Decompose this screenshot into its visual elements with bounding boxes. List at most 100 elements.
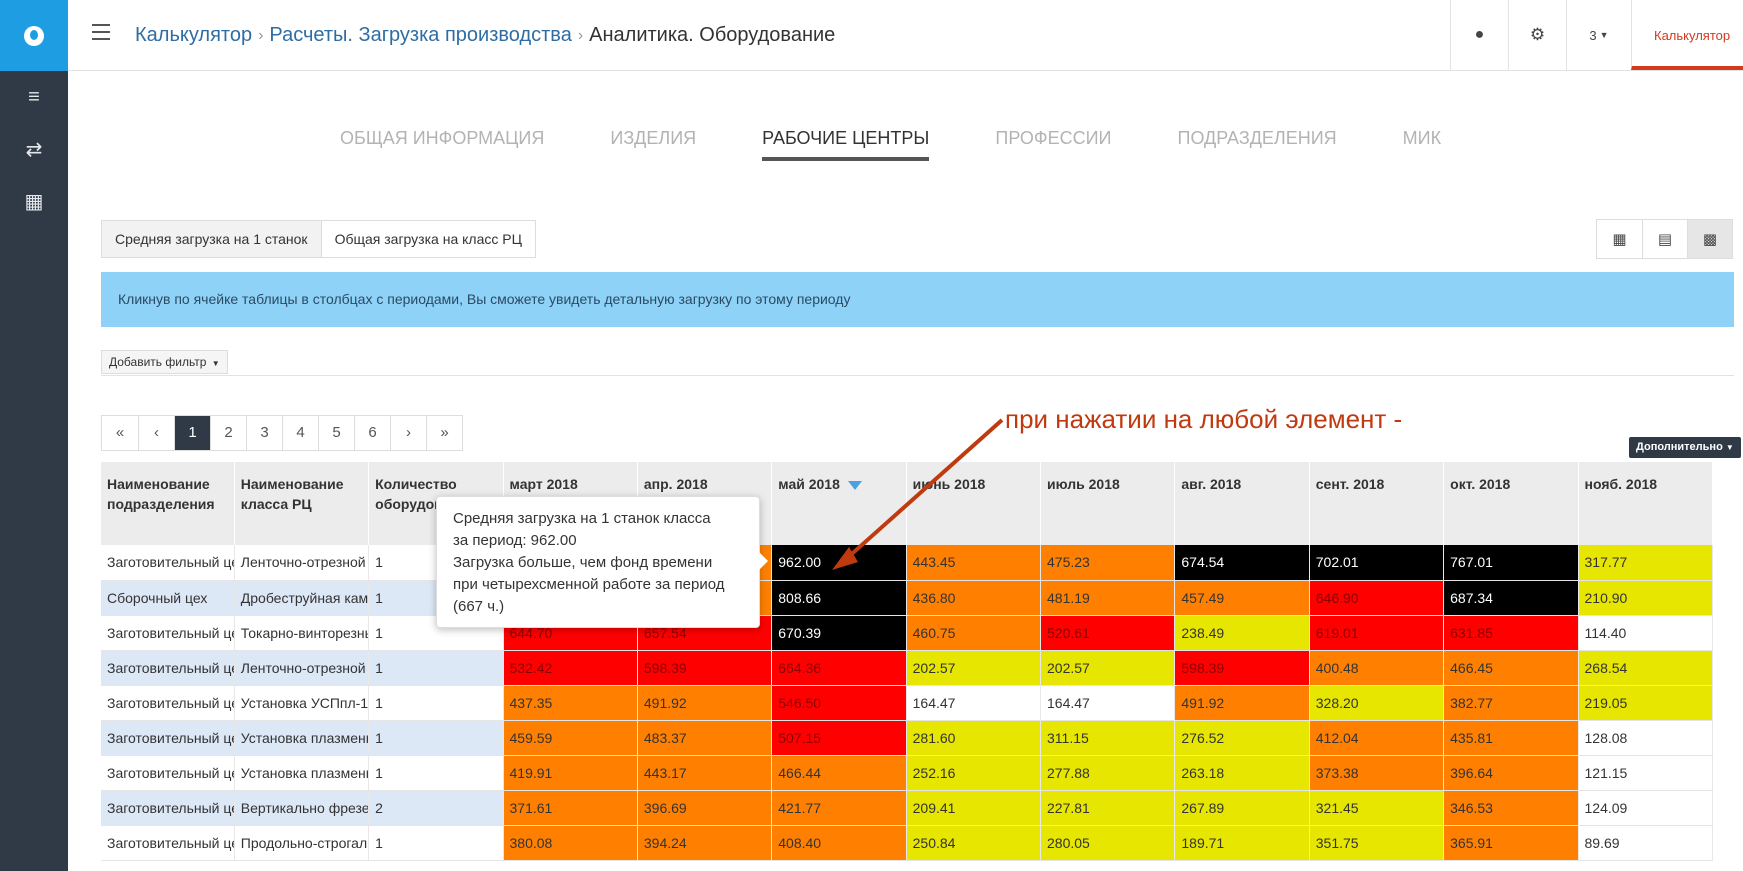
globe-logo-icon[interactable] (0, 0, 68, 71)
calculator-dropdown[interactable]: Калькулятор (1631, 0, 1743, 70)
load-cell[interactable]: 219.05 (1578, 685, 1714, 721)
load-cell[interactable]: 491.92 (1174, 685, 1310, 721)
column-header[interactable]: июнь 2018 (906, 462, 1042, 545)
page-button[interactable]: ‹ (138, 416, 174, 450)
tab-main-2[interactable]: РАБОЧИЕ ЦЕНТРЫ (762, 128, 930, 161)
load-cell[interactable]: 457.49 (1174, 580, 1310, 616)
page-button[interactable]: 3 (246, 416, 282, 450)
page-button[interactable]: 5 (318, 416, 354, 450)
load-cell[interactable]: 767.01 (1443, 545, 1579, 581)
load-cell[interactable]: 124.09 (1578, 790, 1714, 826)
breadcrumb-link-calculator[interactable]: Калькулятор (135, 24, 253, 46)
page-button[interactable]: 2 (210, 416, 246, 450)
load-cell[interactable]: 380.08 (503, 825, 638, 861)
load-cell[interactable]: 328.20 (1309, 685, 1445, 721)
load-cell[interactable]: 238.49 (1174, 615, 1310, 651)
tab-total-load[interactable]: Общая загрузка на класс РЦ (321, 221, 535, 257)
page-button[interactable]: » (426, 416, 462, 450)
load-cell[interactable]: 263.18 (1174, 755, 1310, 791)
column-header[interactable]: Наименование класса РЦ (234, 462, 370, 545)
load-cell[interactable]: 483.37 (637, 720, 773, 756)
user-dropdown[interactable]: 3 ▼ (1566, 0, 1631, 70)
load-cell[interactable]: 267.89 (1174, 790, 1310, 826)
load-cell[interactable]: 598.39 (637, 650, 773, 686)
load-cell[interactable]: 670.39 (771, 615, 907, 651)
column-header[interactable]: авг. 2018 (1174, 462, 1310, 545)
load-cell[interactable]: 436.80 (906, 580, 1042, 616)
load-cell[interactable]: 808.66 (771, 580, 907, 616)
load-cell[interactable]: 396.64 (1443, 755, 1579, 791)
column-header[interactable]: сент. 2018 (1309, 462, 1445, 545)
page-button[interactable]: 6 (354, 416, 390, 450)
load-cell[interactable]: 202.57 (1040, 650, 1176, 686)
column-header[interactable]: май 2018 (771, 462, 907, 545)
load-cell[interactable]: 400.48 (1309, 650, 1445, 686)
sort-desc-icon[interactable] (847, 480, 862, 490)
load-cell[interactable]: 164.47 (1040, 685, 1176, 721)
load-cell[interactable]: 317.77 (1578, 545, 1714, 581)
calendar-view-icon[interactable]: ▩ (1687, 220, 1732, 258)
load-cell[interactable]: 702.01 (1309, 545, 1445, 581)
settings-gear-icon[interactable]: ⚙ (1508, 0, 1566, 70)
load-cell[interactable]: 619.01 (1309, 615, 1445, 651)
load-cell[interactable]: 435.81 (1443, 720, 1579, 756)
tab-avg-load[interactable]: Средняя загрузка на 1 станок (102, 221, 322, 257)
load-cell[interactable]: 598.39 (1174, 650, 1310, 686)
tab-main-0[interactable]: ОБЩАЯ ИНФОРМАЦИЯ (340, 128, 545, 148)
add-filter-button[interactable]: Добавить фильтр ▼ (101, 350, 228, 374)
breadcrumb-link-calculations[interactable]: Расчеты. Загрузка производства (269, 24, 572, 46)
load-cell[interactable]: 443.17 (637, 755, 773, 791)
tab-main-3[interactable]: ПРОФЕССИИ (995, 128, 1112, 148)
column-header[interactable]: июль 2018 (1040, 462, 1176, 545)
table-view-icon[interactable]: ▦ (1612, 231, 1627, 248)
load-cell[interactable]: 664.36 (771, 650, 907, 686)
load-cell[interactable]: 371.61 (503, 790, 638, 826)
load-cell[interactable]: 412.04 (1309, 720, 1445, 756)
load-cell[interactable]: 382.77 (1443, 685, 1579, 721)
load-cell[interactable]: 532.42 (503, 650, 638, 686)
load-cell[interactable]: 281.60 (906, 720, 1042, 756)
load-cell[interactable]: 277.88 (1040, 755, 1176, 791)
load-cell[interactable]: 674.54 (1174, 545, 1310, 581)
load-cell[interactable]: 394.24 (637, 825, 773, 861)
load-cell[interactable]: 227.81 (1040, 790, 1176, 826)
load-cell[interactable]: 276.52 (1174, 720, 1310, 756)
page-button[interactable]: 4 (282, 416, 318, 450)
load-cell[interactable]: 373.38 (1309, 755, 1445, 791)
column-header[interactable]: нояб. 2018 (1578, 462, 1714, 545)
page-button[interactable]: « (102, 416, 138, 450)
bar-chart-icon[interactable]: ▤ (1642, 220, 1687, 258)
load-cell[interactable]: 280.05 (1040, 825, 1176, 861)
load-cell[interactable]: 321.45 (1309, 790, 1445, 826)
load-cell[interactable]: 421.77 (771, 790, 907, 826)
exchange-icon[interactable]: ⇄ (25, 138, 43, 161)
load-cell[interactable]: 351.75 (1309, 825, 1445, 861)
load-cell[interactable]: 419.91 (503, 755, 638, 791)
load-cell[interactable]: 250.84 (906, 825, 1042, 861)
load-cell[interactable]: 365.91 (1443, 825, 1579, 861)
load-cell[interactable]: 507.15 (771, 720, 907, 756)
load-cell[interactable]: 268.54 (1578, 650, 1714, 686)
load-cell[interactable]: 646.90 (1309, 580, 1445, 616)
load-cell[interactable]: 631.85 (1443, 615, 1579, 651)
language-globe-icon[interactable]: ● (1450, 0, 1508, 70)
column-header[interactable]: окт. 2018 (1443, 462, 1579, 545)
load-cell[interactable]: 121.15 (1578, 755, 1714, 791)
load-cell[interactable]: 466.45 (1443, 650, 1579, 686)
load-cell[interactable]: 481.19 (1040, 580, 1176, 616)
load-cell[interactable]: 520.61 (1040, 615, 1176, 651)
load-cell[interactable]: 311.15 (1040, 720, 1176, 756)
load-cell[interactable]: 128.08 (1578, 720, 1714, 756)
load-cell[interactable]: 209.41 (906, 790, 1042, 826)
load-cell[interactable]: 396.69 (637, 790, 773, 826)
load-cell[interactable]: 189.71 (1174, 825, 1310, 861)
page-button[interactable]: 1 (174, 416, 210, 450)
load-cell[interactable]: 89.69 (1578, 825, 1714, 861)
load-cell[interactable]: 491.92 (637, 685, 773, 721)
column-header[interactable]: Наименование подразделения (101, 462, 235, 545)
load-cell[interactable]: 460.75 (906, 615, 1042, 651)
load-cell[interactable]: 475.23 (1040, 545, 1176, 581)
calculator-icon[interactable]: ▦ (24, 190, 44, 213)
load-cell[interactable]: 164.47 (906, 685, 1042, 721)
load-cell[interactable]: 210.90 (1578, 580, 1714, 616)
